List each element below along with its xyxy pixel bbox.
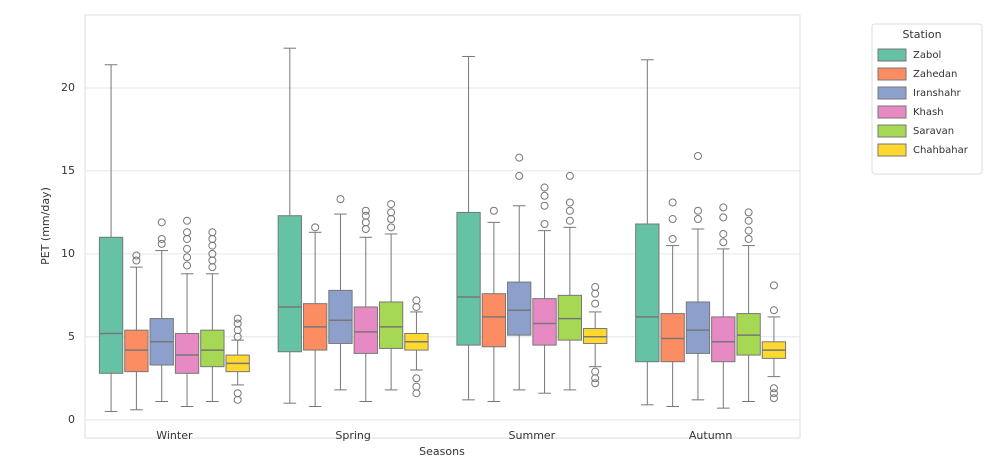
box xyxy=(712,317,735,362)
legend-swatch xyxy=(878,87,906,99)
box xyxy=(533,299,556,345)
plot-area xyxy=(85,15,800,438)
legend-label: Saravan xyxy=(913,126,954,137)
legend-label: Zahedan xyxy=(913,69,957,80)
legend-swatch xyxy=(878,49,906,61)
box xyxy=(201,330,224,366)
box xyxy=(175,333,198,373)
box xyxy=(584,329,607,344)
legend-label: Iranshahr xyxy=(913,88,962,99)
legend-swatch xyxy=(878,68,906,80)
x-axis-label: Seasons xyxy=(419,445,465,458)
box xyxy=(661,314,684,362)
chart: Seasons PET (mm/day) Station 0 5 10 15 20 Win… xyxy=(0,0,985,459)
box xyxy=(457,212,480,345)
box xyxy=(99,237,122,373)
legend-label: Chahbahar xyxy=(913,145,969,156)
x-tick-label: Spring xyxy=(335,429,371,442)
y-tick-label: 20 xyxy=(61,81,75,94)
box xyxy=(508,282,531,335)
y-tick-label: 10 xyxy=(61,247,75,260)
legend-label: Zabol xyxy=(913,50,941,61)
x-tick-label: Summer xyxy=(509,429,556,442)
box xyxy=(737,314,760,355)
y-tick-label: 0 xyxy=(68,413,75,426)
box xyxy=(125,330,148,371)
legend-title: Station xyxy=(902,28,941,41)
legend-swatch xyxy=(878,125,906,137)
legend-swatch xyxy=(878,106,906,118)
box xyxy=(686,302,709,353)
box xyxy=(558,295,581,340)
legend-label: Khash xyxy=(913,107,944,118)
y-tick-label: 15 xyxy=(61,164,75,177)
y-tick-label: 5 xyxy=(68,330,75,343)
x-tick-label: Winter xyxy=(156,429,193,442)
y-axis-label: PET (mm/day) xyxy=(39,187,52,265)
x-tick-label: Autumn xyxy=(689,429,732,442)
box xyxy=(354,307,377,353)
box xyxy=(278,216,301,352)
box xyxy=(482,294,505,347)
box xyxy=(379,302,402,348)
legend-swatch xyxy=(878,144,906,156)
box xyxy=(636,224,659,362)
box xyxy=(329,290,352,343)
